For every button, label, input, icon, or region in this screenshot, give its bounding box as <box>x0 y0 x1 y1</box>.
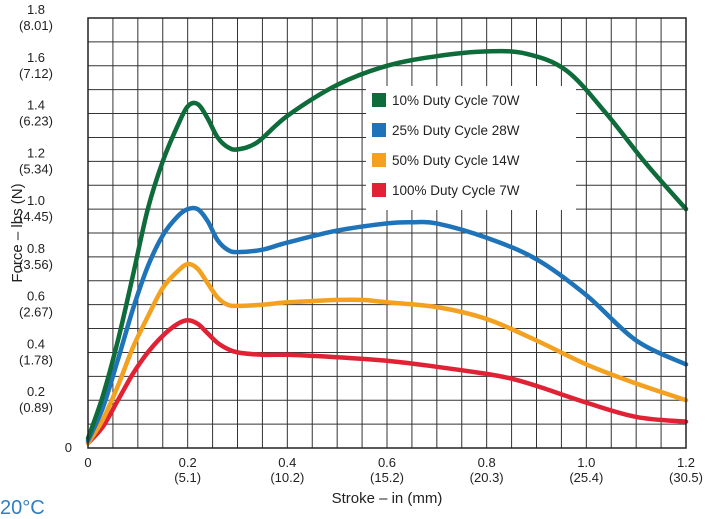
grid-lines <box>88 18 686 448</box>
x-tick-label: 0.4 <box>278 455 296 470</box>
y-tick-sublabel: (6.23) <box>19 114 53 129</box>
x-tick-label: 0.6 <box>378 455 396 470</box>
x-tick-sublabel: (5.1) <box>174 470 201 485</box>
legend-swatch <box>372 93 386 107</box>
y-tick-label: 1.6 <box>27 50 45 65</box>
series-lines <box>85 48 689 446</box>
axis-tick-labels: 0 0.2(5.1)0.4(10.2)0.6(15.2)0.8(20.3)1.0(… <box>19 2 703 485</box>
series-line <box>85 48 689 441</box>
x-tick-label: 0 <box>84 455 91 470</box>
y-tick-label: 1.8 <box>27 2 45 17</box>
series-line <box>85 205 689 444</box>
x-tick-sublabel: (30.5) <box>669 470 703 485</box>
y-tick-sublabel: (3.56) <box>19 257 53 272</box>
plot-frame <box>87 17 687 449</box>
y-tick-label: 0.2 <box>27 384 45 399</box>
y-tick-sublabel: (5.34) <box>19 161 53 176</box>
x-tick-sublabel: (20.3) <box>470 470 504 485</box>
series-line <box>85 317 689 446</box>
y-axis-title: Force – lbs (N) <box>9 183 26 282</box>
series-line <box>85 261 689 446</box>
y-tick-label: 1.4 <box>27 98 45 113</box>
y-tick-sublabel: (2.67) <box>19 305 53 320</box>
x-tick-sublabel: (10.2) <box>270 470 304 485</box>
legend-swatch <box>372 153 386 167</box>
y-tick-label: 1.2 <box>27 145 45 160</box>
y-tick-label: 0.8 <box>27 241 45 256</box>
legend-label: 25% Duty Cycle 28W <box>392 123 520 138</box>
legend-label: 10% Duty Cycle 70W <box>392 93 520 108</box>
y-tick-label: 1.0 <box>27 193 45 208</box>
x-tick-label: 0.2 <box>179 455 197 470</box>
legend-swatch <box>372 123 386 137</box>
y-tick-sublabel: (7.12) <box>19 66 53 81</box>
y-tick-label: 0 <box>65 440 72 455</box>
y-tick-label: 0.4 <box>27 336 45 351</box>
x-tick-label: 0.8 <box>478 455 496 470</box>
y-tick-sublabel: (4.45) <box>19 209 53 224</box>
x-tick-sublabel: (25.4) <box>569 470 603 485</box>
x-tick-sublabel: (15.2) <box>370 470 404 485</box>
y-tick-sublabel: (1.78) <box>19 352 53 367</box>
legend: 10% Duty Cycle 70W 25% Duty Cycle 28W 50% … <box>366 86 576 210</box>
temperature-note: 20°C <box>0 497 45 519</box>
legend-label: 50% Duty Cycle 14W <box>392 153 520 168</box>
x-tick-label: 1.0 <box>577 455 595 470</box>
legend-label: 100% Duty Cycle 7W <box>392 183 520 198</box>
x-tick-label: 1.2 <box>677 455 695 470</box>
legend-background <box>366 86 576 210</box>
y-tick-label: 0.6 <box>27 289 45 304</box>
y-tick-sublabel: (0.89) <box>19 400 53 415</box>
y-tick-sublabel: (8.01) <box>19 18 53 33</box>
x-axis-title: Stroke – in (mm) <box>332 490 443 507</box>
legend-swatch <box>372 183 386 197</box>
